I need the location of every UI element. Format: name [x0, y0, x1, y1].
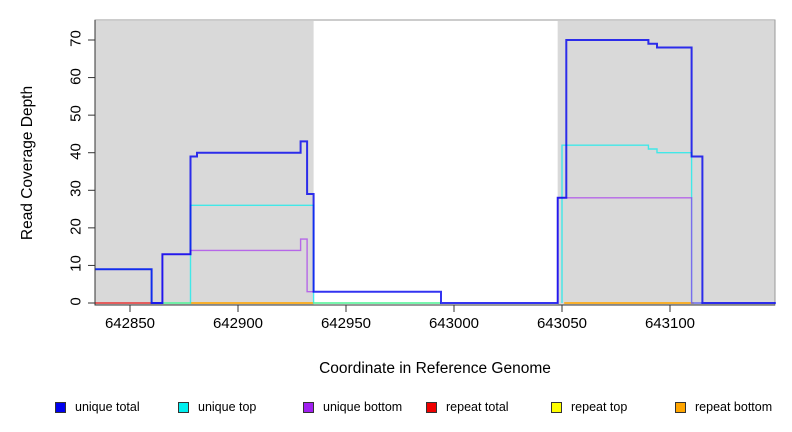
y-axis-label: Read Coverage Depth [19, 85, 36, 241]
x-tick-label: 642900 [212, 315, 264, 332]
legend-swatch-icon [303, 401, 314, 413]
y-tick-label: 50 [67, 105, 85, 122]
legend-label: unique total [75, 400, 140, 414]
legend-item-unique-bottom: unique bottom [303, 399, 402, 415]
x-tick-label: 643050 [536, 315, 588, 332]
legend-label: repeat top [571, 400, 628, 414]
legend-label: unique bottom [323, 400, 403, 414]
y-tick-label: 30 [67, 180, 85, 198]
y-tick-label: 20 [67, 218, 85, 235]
legend-label: repeat total [446, 400, 509, 414]
y-tick-label: 40 [67, 142, 85, 160]
unique-total-line [95, 39, 776, 304]
x-axis-label: Coordinate in Reference Genome [319, 360, 551, 377]
legend-swatch-icon [551, 401, 562, 413]
legend-label: repeat bottom [695, 400, 773, 414]
shaded-region [95, 21, 314, 305]
legend-swatch-icon [55, 401, 66, 413]
y-tick-label: 0 [67, 297, 85, 306]
legend-swatch-icon [675, 401, 686, 413]
x-tick-label: 643100 [644, 315, 696, 332]
x-tick-label: 642850 [104, 315, 156, 332]
legend-item-unique-top: unique top [178, 399, 256, 415]
legend-label: unique top [198, 400, 257, 414]
legend-item-repeat-bottom: repeat bottom [675, 399, 772, 415]
y-tick-label: 70 [67, 30, 85, 47]
y-tick-label: 60 [67, 67, 85, 85]
x-tick-label: 643000 [428, 315, 480, 332]
legend-swatch-icon [426, 401, 437, 413]
legend-swatch-icon [178, 401, 189, 413]
x-tick-label: 642950 [320, 315, 372, 332]
shaded-region [557, 21, 775, 305]
legend-item-repeat-top: repeat top [551, 399, 627, 415]
legend-item-repeat-total: repeat total [426, 399, 509, 415]
legend-item-unique-total: unique total [55, 399, 140, 415]
y-tick-label: 10 [67, 255, 85, 273]
